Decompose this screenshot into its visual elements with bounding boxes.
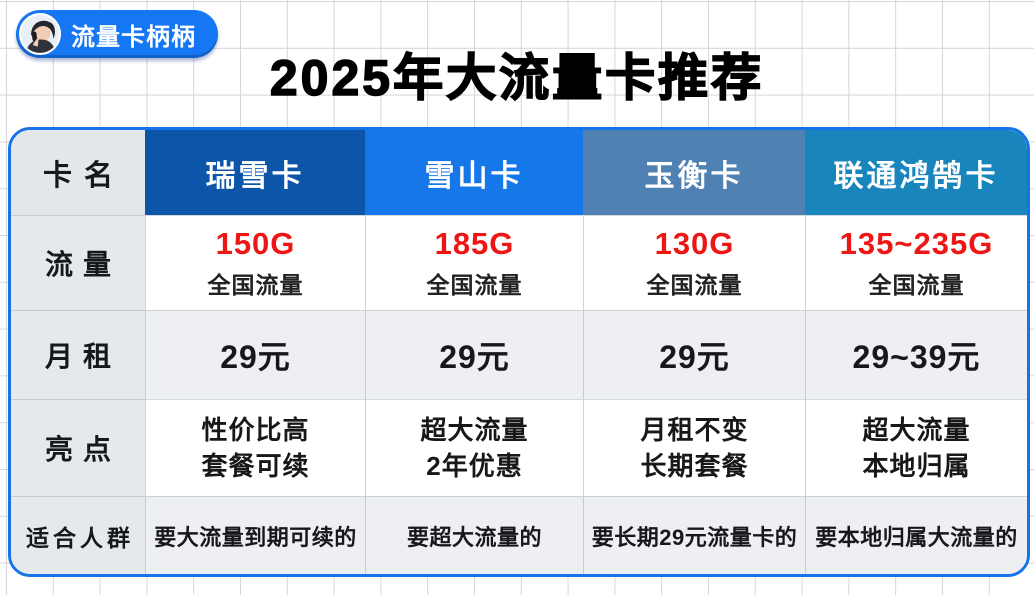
column-header-card-4[interactable]: 联通鸿鹄卡 (805, 130, 1027, 215)
volume-scope: 全国流量 (207, 272, 304, 298)
highlight-line: 性价比高 (201, 414, 310, 445)
table-cell-volume-3: 130G 全国流量 (583, 215, 805, 310)
highlight-line: 本地归属 (862, 451, 971, 481)
table-cell-highlight-3: 月租不变 长期套餐 (583, 399, 805, 496)
table-cell-audience-1: 要大流量到期可续的 (145, 496, 365, 574)
volume-value: 130G (654, 226, 735, 261)
row-label-monthly-fee: 月租 (11, 310, 145, 399)
volume-scope: 全国流量 (646, 272, 743, 298)
volume-value: 185G (434, 226, 515, 261)
volume-value: 150G (215, 226, 296, 261)
table-cell-fee-2: 29元 (365, 310, 583, 399)
data-card-comparison-table: 卡名 瑞雪卡 雪山卡 玉衡卡 联通鸿鹄卡 流量 150G 全国流量 185G 全… (8, 127, 1030, 577)
volume-scope: 全国流量 (426, 272, 523, 298)
highlight-line: 长期套餐 (640, 451, 749, 481)
row-label-data-volume: 流量 (11, 215, 145, 310)
table-cell-volume-4: 135~235G 全国流量 (805, 215, 1027, 310)
table-cell-highlight-1: 性价比高 套餐可续 (145, 399, 365, 496)
page-title: 2025年大流量卡推荐 (269, 49, 765, 107)
table-corner-label: 卡名 (11, 130, 145, 215)
table-cell-fee-1: 29元 (145, 310, 365, 399)
highlight-line: 超大流量 (862, 414, 971, 445)
table-cell-fee-4: 29~39元 (805, 310, 1027, 399)
highlight-line: 超大流量 (420, 414, 529, 445)
highlight-line: 套餐可续 (201, 451, 310, 481)
table-cell-highlight-4: 超大流量 本地归属 (805, 399, 1027, 496)
table-cell-audience-4: 要本地归属大流量的 (805, 496, 1027, 574)
table-cell-fee-3: 29元 (583, 310, 805, 399)
column-header-card-2[interactable]: 雪山卡 (365, 130, 583, 215)
highlight-line: 2年优惠 (426, 451, 523, 481)
person-with-phone-icon (21, 15, 59, 53)
highlight-line: 月租不变 (640, 414, 749, 445)
avatar (19, 13, 61, 55)
row-label-target-audience: 适合人群 (11, 496, 145, 574)
author-badge[interactable]: 流量卡柄柄 (16, 10, 218, 58)
table-cell-audience-2: 要超大流量的 (365, 496, 583, 574)
table-cell-audience-3: 要长期29元流量卡的 (583, 496, 805, 574)
row-label-highlights: 亮点 (11, 399, 145, 496)
table-cell-volume-2: 185G 全国流量 (365, 215, 583, 310)
volume-scope: 全国流量 (868, 272, 965, 298)
table-cell-highlight-2: 超大流量 2年优惠 (365, 399, 583, 496)
column-header-card-1[interactable]: 瑞雪卡 (145, 130, 365, 215)
column-header-card-3[interactable]: 玉衡卡 (583, 130, 805, 215)
volume-value: 135~235G (839, 226, 994, 261)
badge-label: 流量卡柄柄 (71, 23, 196, 51)
table-cell-volume-1: 150G 全国流量 (145, 215, 365, 310)
